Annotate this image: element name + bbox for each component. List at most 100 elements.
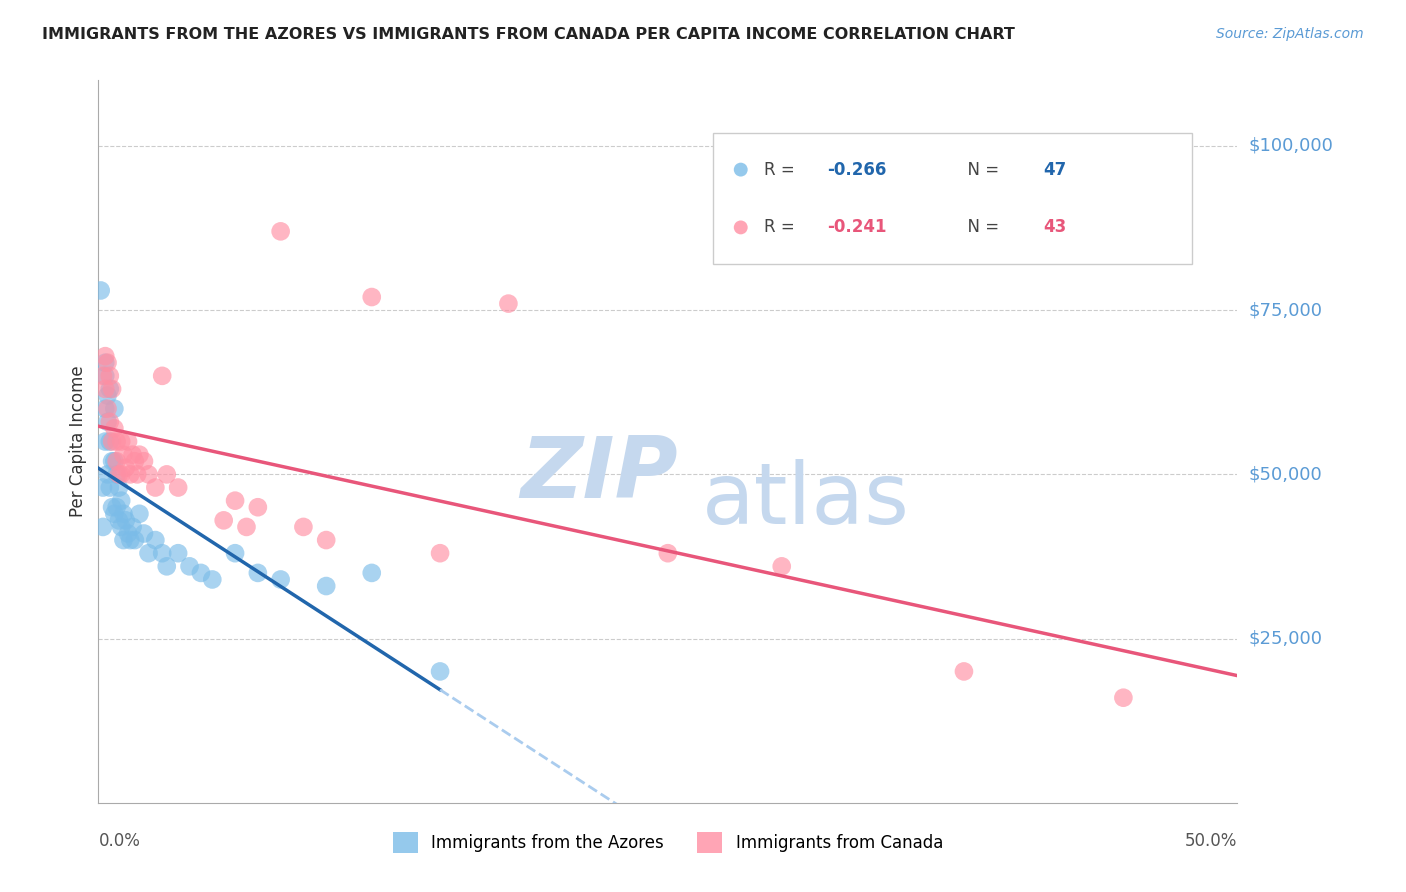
Point: [657, 546, 679, 560]
Point: [132, 526, 155, 541]
Point: [101, 382, 124, 396]
Point: [103, 421, 125, 435]
Point: [110, 493, 132, 508]
Point: [101, 454, 124, 468]
Point: [98, 481, 121, 495]
Point: [94, 368, 117, 383]
Text: Source: ZipAtlas.com: Source: ZipAtlas.com: [1216, 27, 1364, 41]
Point: [96, 356, 118, 370]
Text: N =: N =: [957, 161, 1004, 178]
Point: [167, 481, 190, 495]
Point: [150, 546, 173, 560]
Point: [124, 454, 146, 468]
Point: [150, 368, 173, 383]
Point: [91, 368, 114, 383]
Point: [128, 448, 150, 462]
Point: [128, 507, 150, 521]
Point: [108, 481, 131, 495]
Point: [105, 434, 128, 449]
Point: [138, 546, 160, 560]
Point: [429, 546, 451, 560]
Point: [246, 566, 269, 580]
Point: [138, 467, 160, 482]
Point: [246, 500, 269, 515]
Text: 50.0%: 50.0%: [1185, 831, 1237, 850]
Point: [145, 481, 167, 495]
Text: $50,000: $50,000: [1249, 466, 1322, 483]
Point: [270, 224, 292, 238]
Point: [120, 467, 142, 482]
Point: [94, 356, 117, 370]
Text: 0.0%: 0.0%: [98, 831, 141, 850]
Point: [145, 533, 167, 547]
Point: [90, 284, 112, 298]
Point: [98, 434, 121, 449]
Point: [360, 566, 382, 580]
Text: -0.266: -0.266: [827, 161, 887, 178]
Point: [96, 401, 118, 416]
Point: [770, 559, 793, 574]
Point: [315, 533, 337, 547]
Point: [105, 467, 128, 482]
Point: [94, 382, 117, 396]
Point: [101, 434, 124, 449]
Text: $100,000: $100,000: [1249, 137, 1333, 155]
Point: [103, 454, 125, 468]
Point: [98, 415, 121, 429]
Point: [112, 533, 135, 547]
Point: [121, 520, 143, 534]
Point: [110, 467, 132, 482]
Point: [190, 566, 212, 580]
Text: N =: N =: [957, 219, 1004, 236]
Point: [156, 559, 179, 574]
Point: [212, 513, 235, 527]
Point: [112, 448, 135, 462]
Point: [235, 520, 257, 534]
Point: [1112, 690, 1135, 705]
Point: [110, 434, 132, 449]
Point: [156, 467, 179, 482]
Text: ZIP: ZIP: [520, 433, 678, 516]
Text: $25,000: $25,000: [1249, 630, 1323, 648]
Point: [124, 533, 146, 547]
Text: R =: R =: [763, 219, 800, 236]
Text: -0.241: -0.241: [827, 219, 887, 236]
Point: [105, 500, 128, 515]
Point: [730, 162, 752, 177]
Point: [101, 500, 124, 515]
Point: [105, 454, 128, 468]
Point: [120, 533, 142, 547]
Legend: Immigrants from the Azores, Immigrants from Canada: Immigrants from the Azores, Immigrants f…: [387, 826, 949, 860]
Point: [94, 401, 117, 416]
Point: [114, 513, 136, 527]
Point: [224, 546, 246, 560]
Point: [498, 296, 520, 310]
Point: [117, 526, 139, 541]
Point: [98, 382, 121, 396]
Point: [96, 467, 118, 482]
Point: [315, 579, 337, 593]
Point: [96, 388, 118, 402]
Point: [91, 481, 114, 495]
Point: [110, 520, 132, 534]
Point: [121, 448, 143, 462]
Point: [201, 573, 224, 587]
Point: [730, 220, 752, 235]
Point: [94, 349, 117, 363]
Point: [108, 467, 131, 482]
Point: [953, 665, 976, 679]
Point: [94, 434, 117, 449]
Point: [98, 368, 121, 383]
Point: [360, 290, 382, 304]
Point: [108, 513, 131, 527]
Point: [91, 520, 114, 534]
Text: $75,000: $75,000: [1249, 301, 1323, 319]
Text: 43: 43: [1043, 219, 1067, 236]
Text: 47: 47: [1043, 161, 1067, 178]
Point: [270, 573, 292, 587]
Point: [179, 559, 201, 574]
Point: [114, 460, 136, 475]
Point: [132, 454, 155, 468]
Point: [103, 401, 125, 416]
FancyBboxPatch shape: [713, 133, 1192, 264]
